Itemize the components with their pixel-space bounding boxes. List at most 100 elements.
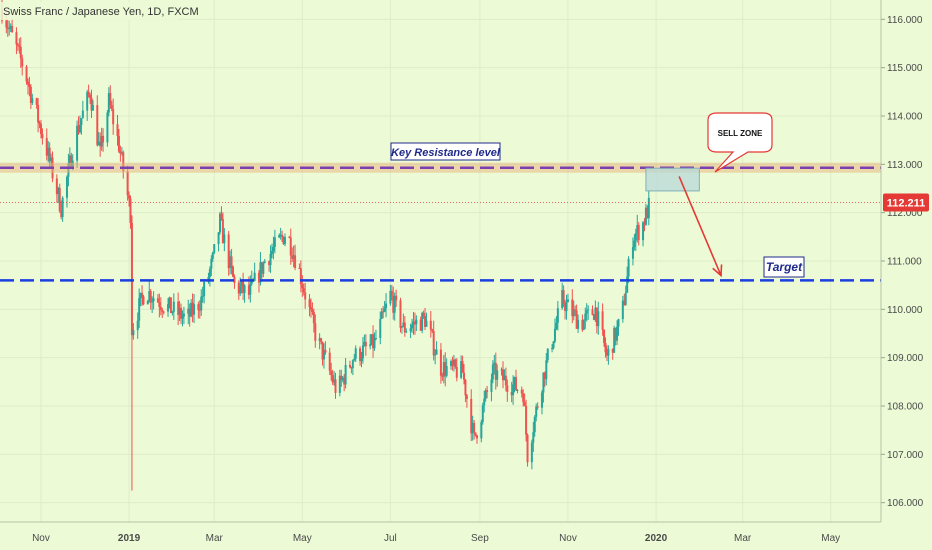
- candle-body: [476, 435, 479, 439]
- candle-body: [50, 157, 53, 162]
- candle-body: [80, 118, 83, 126]
- time-tick-label: Nov: [32, 533, 50, 544]
- candle-body: [633, 240, 636, 247]
- candle-body: [227, 234, 230, 269]
- candle-body: [78, 125, 81, 133]
- candle-body: [247, 285, 250, 295]
- candle-body: [470, 398, 473, 434]
- candle-body: [369, 344, 372, 347]
- candle-body: [445, 366, 448, 376]
- candle-body: [331, 375, 334, 383]
- price-tick-label: 107.000: [887, 450, 924, 461]
- candle-body: [301, 284, 304, 289]
- candle-body: [283, 237, 286, 245]
- candle-body: [533, 416, 536, 433]
- candle-body: [136, 320, 139, 331]
- candle-body: [299, 268, 302, 285]
- candle-body: [363, 341, 366, 346]
- candle-body: [197, 304, 200, 310]
- target-label-box: [763, 256, 805, 278]
- candle-body: [178, 307, 181, 315]
- candle-body: [19, 46, 22, 59]
- candle-body: [330, 370, 333, 376]
- candle-body: [268, 261, 271, 266]
- last-price-badge-box: [883, 193, 929, 212]
- candle-body: [571, 299, 574, 317]
- levels-layer: [0, 162, 881, 282]
- candle-body: [405, 331, 408, 333]
- candle-body: [187, 308, 190, 314]
- candle-body: [370, 334, 373, 345]
- candle-body: [359, 348, 362, 362]
- candle-body: [65, 176, 68, 198]
- candle-body: [464, 379, 467, 396]
- time-tick-label: Nov: [559, 533, 577, 544]
- time-axis[interactable]: Nov 2019 Mar May Jul Sep Nov 2020 Mar May: [0, 521, 881, 544]
- candle-body: [177, 301, 180, 315]
- candle-body: [546, 348, 549, 361]
- candle-body: [208, 268, 211, 277]
- candle-body: [294, 255, 297, 268]
- target-label: Target: [763, 256, 805, 278]
- sell-zone-callout: SELL ZONE: [707, 112, 773, 173]
- candle-body: [592, 314, 595, 320]
- candle-body: [607, 348, 610, 356]
- time-tick-label: 2020: [645, 533, 668, 544]
- candle-body: [172, 301, 175, 312]
- candle-body: [60, 211, 63, 218]
- candle-body: [15, 32, 18, 45]
- candle-body: [18, 45, 21, 47]
- candle-body: [530, 442, 533, 463]
- candle-body: [504, 375, 507, 386]
- candle-body: [646, 207, 649, 219]
- candle-body: [432, 331, 435, 356]
- candle-body: [169, 297, 172, 314]
- candle-body: [455, 367, 458, 378]
- candle-body: [636, 225, 639, 234]
- candle-body: [68, 155, 71, 164]
- candle-body: [240, 281, 243, 287]
- price-tick-label: 106.000: [887, 498, 924, 509]
- candle-body: [230, 256, 233, 267]
- grid-layer: [0, 0, 881, 522]
- candle-body: [221, 218, 224, 244]
- price-axis-ticks: 116.000 115.000 114.000 113.000 112.000 111.0…: [881, 15, 924, 509]
- candle-body: [318, 338, 321, 341]
- candle-body: [213, 244, 216, 253]
- candle-body: [561, 290, 564, 309]
- candle-body: [233, 276, 236, 283]
- candle-body: [463, 372, 466, 380]
- candle-body: [351, 360, 354, 369]
- last-price-badge: 112.211: [883, 193, 929, 212]
- candle-body: [566, 299, 569, 303]
- candle-body: [385, 303, 388, 309]
- candle-body: [117, 135, 120, 152]
- candle-body: [109, 93, 112, 106]
- candle-body: [500, 369, 503, 371]
- candle-body: [565, 302, 568, 312]
- candle-body: [434, 354, 437, 356]
- candle-body: [439, 349, 442, 376]
- candle-body: [643, 222, 646, 225]
- candle-body: [167, 304, 170, 312]
- candle-body: [605, 352, 608, 356]
- candle-body: [181, 316, 184, 319]
- candle-body: [110, 105, 113, 110]
- candle-body: [399, 300, 402, 328]
- candle-body: [106, 112, 109, 143]
- candle-body: [520, 389, 523, 394]
- candle-body: [291, 255, 294, 259]
- candle-body: [239, 286, 242, 294]
- time-tick-label: Jul: [384, 533, 397, 544]
- candle-body: [473, 422, 476, 433]
- candle-body: [191, 302, 194, 315]
- candle-body: [564, 304, 567, 312]
- candle-body: [87, 91, 90, 95]
- candle-body: [6, 27, 9, 29]
- price-tick-label: 113.000: [887, 160, 923, 171]
- candle-body: [364, 341, 367, 347]
- candle-body: [360, 358, 363, 362]
- price-axis[interactable]: 116.000 115.000 114.000 113.000 112.000 111.0…: [880, 0, 924, 522]
- candle-body: [76, 125, 79, 161]
